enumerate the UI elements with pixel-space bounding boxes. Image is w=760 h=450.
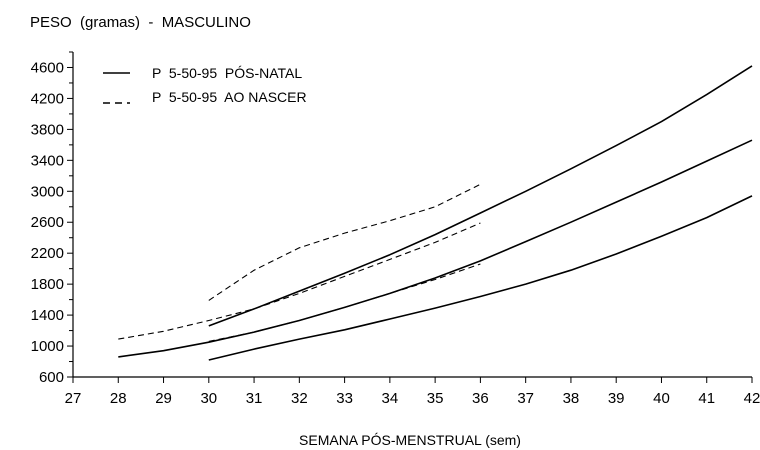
- x-tick-label: 42: [744, 390, 760, 407]
- x-tick-label: 31: [246, 390, 263, 407]
- x-axis-label: SEMANA PÓS-MENSTRUAL (sem): [299, 432, 521, 448]
- legend: P 5-50-95 PÓS-NATAL P 5-50-95 AO NASCER: [103, 65, 307, 105]
- x-tick-label: 32: [291, 390, 308, 407]
- legend-dashed-label: P 5-50-95 AO NASCER: [152, 89, 307, 105]
- x-tick-label: 33: [336, 390, 353, 407]
- x-tick-label: 40: [653, 390, 670, 407]
- x-tick-label: 28: [110, 390, 127, 407]
- y-tick-label: 2600: [31, 214, 64, 231]
- series-line-ao-nascer-p95: [208, 183, 481, 301]
- series-line-pos-natal-p95: [208, 65, 753, 327]
- x-tick-label: 29: [155, 390, 172, 407]
- series-line-pos-natal-p5: [208, 195, 753, 361]
- x-tick-label: 30: [200, 390, 217, 407]
- x-tick-label: 34: [382, 390, 399, 407]
- x-tick-label: 38: [563, 390, 580, 407]
- series-layer: [118, 65, 753, 361]
- x-tick-label: 27: [65, 390, 82, 407]
- chart-title: PESO (gramas) - MASCULINO: [30, 14, 251, 31]
- axes: 600 1000 1400 1800 2200 2600 3000 3400 3800 4200 4…: [31, 51, 760, 407]
- y-tick-label: 4600: [31, 59, 64, 76]
- y-tick-label: 3800: [31, 121, 64, 138]
- y-tick-label: 3400: [31, 152, 64, 169]
- y-tick-label: 1800: [31, 276, 64, 293]
- y-tick-label: 1000: [31, 338, 64, 355]
- y-tick-label: 3000: [31, 183, 64, 200]
- series-line-ao-nascer-p5: [208, 263, 481, 342]
- y-tick-label: 4200: [31, 90, 64, 107]
- x-tick-label: 35: [427, 390, 444, 407]
- y-tick-label: 600: [39, 369, 64, 386]
- series-line-ao-nascer-p50: [118, 222, 481, 340]
- x-tick-label: 39: [608, 390, 625, 407]
- y-tick-label: 2200: [31, 245, 64, 262]
- y-tick-label: 1400: [31, 307, 64, 324]
- x-tick-label: 37: [517, 390, 534, 407]
- legend-solid-label: P 5-50-95 PÓS-NATAL: [152, 65, 302, 81]
- x-tick-label: 36: [472, 390, 489, 407]
- x-tick-label: 41: [698, 390, 715, 407]
